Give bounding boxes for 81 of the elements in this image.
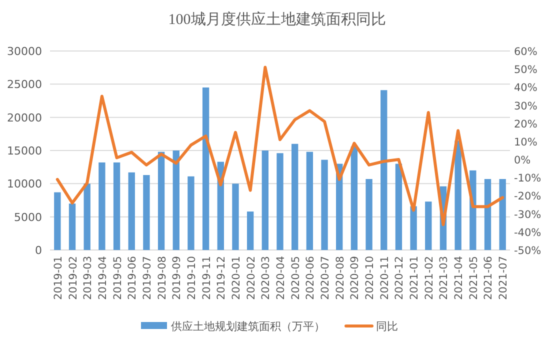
y2-tick-label: 30% [514,100,538,112]
bar [350,146,358,250]
x-tick-label: 2020-10 [364,256,376,300]
bar [113,162,120,250]
bar [306,152,314,250]
x-tick-label: 2019-01 [52,256,64,300]
bar [380,90,388,250]
bar [499,179,506,250]
bar [128,172,135,250]
x-tick-label: 2020-05 [290,256,302,300]
bar [246,212,254,250]
x-tick-label: 2020-09 [349,256,362,300]
y-tick-label: 10000 [7,178,42,191]
x-tick-label: 2019-05 [112,256,124,300]
bar [321,160,328,250]
legend-label: 同比 [376,320,398,333]
bar [232,184,239,250]
y2-tick-label: 60% [514,46,538,58]
y2-tick-label: 40% [514,82,538,94]
x-tick-label: 2021-05 [468,256,480,300]
bar [202,87,210,250]
x-tick-label: 2020-03 [260,256,272,300]
bar [395,164,402,250]
bar [68,204,76,250]
bar [188,176,194,250]
y-tick-label: 30000 [7,45,42,58]
bar [425,202,432,250]
chart-title: 100城月度供应土地建筑面积同比 [168,11,386,28]
legend-label: 供应土地规划建筑面积（万平） [171,320,325,333]
x-tick-label: 2021-03 [438,256,450,300]
x-tick-label: 2020-04 [275,256,287,300]
x-tick-label: 2019-07 [141,256,154,300]
x-tick-label: 2019-09 [171,256,184,300]
y-tick-label: 25000 [7,78,42,92]
bar [276,153,284,250]
x-tick-label: 2020-07 [320,256,332,300]
x-tick-label: 2019-03 [82,256,94,300]
bar [54,192,61,250]
x-tick-label: 2021-04 [453,256,466,300]
y2-tick-label: -50% [514,245,542,257]
y2-tick-label: 0% [514,154,531,167]
x-tick-label: 2019-04 [96,256,109,300]
bar [143,175,150,250]
x-tick-label: 2021-07 [498,256,510,300]
y-tick-label: 0 [35,244,42,257]
x-tick-label: 2019-11 [200,256,213,300]
y2-tick-label: -30% [514,208,542,221]
x-tick-label: 2021-02 [423,256,436,300]
x-tick-label: 2020-06 [304,256,317,300]
x-tick-label: 2019-12 [216,256,228,300]
y2-tick-label: 50% [514,64,538,76]
y-tick-label: 20000 [7,111,42,124]
bar [98,162,106,250]
bar [484,179,492,250]
bar [172,150,180,250]
x-tick-label: 2020-01 [230,256,242,300]
x-tick-label: 2020-12 [394,256,406,300]
x-tick-label: 2020-11 [378,256,391,300]
x-tick-label: 2019-08 [156,256,168,300]
x-tick-label: 2020-02 [245,256,258,300]
bar [262,150,268,250]
x-tick-label: 2021-01 [408,256,421,300]
x-tick-label: 2019-06 [126,256,139,300]
x-tick-label: 2019-02 [67,256,80,300]
line-series [56,66,504,226]
x-tick-label: 2019-10 [186,256,198,300]
bar [292,144,298,250]
bar [454,140,462,250]
bar [366,179,372,250]
bar [84,184,90,250]
y2-tick-label: -10% [514,172,542,185]
y2-tick-label: 10% [514,136,538,148]
y-tick-label: 15000 [7,144,42,158]
y2-tick-label: 20% [514,118,538,130]
y2-tick-label: -40% [514,226,542,239]
y2-tick-label: -20% [514,190,542,203]
x-tick-label: 2020-08 [334,256,346,300]
x-tick-label: 2021-06 [482,256,495,300]
bar [158,152,165,250]
y-tick-label: 5000 [14,210,42,224]
bar [410,206,417,250]
